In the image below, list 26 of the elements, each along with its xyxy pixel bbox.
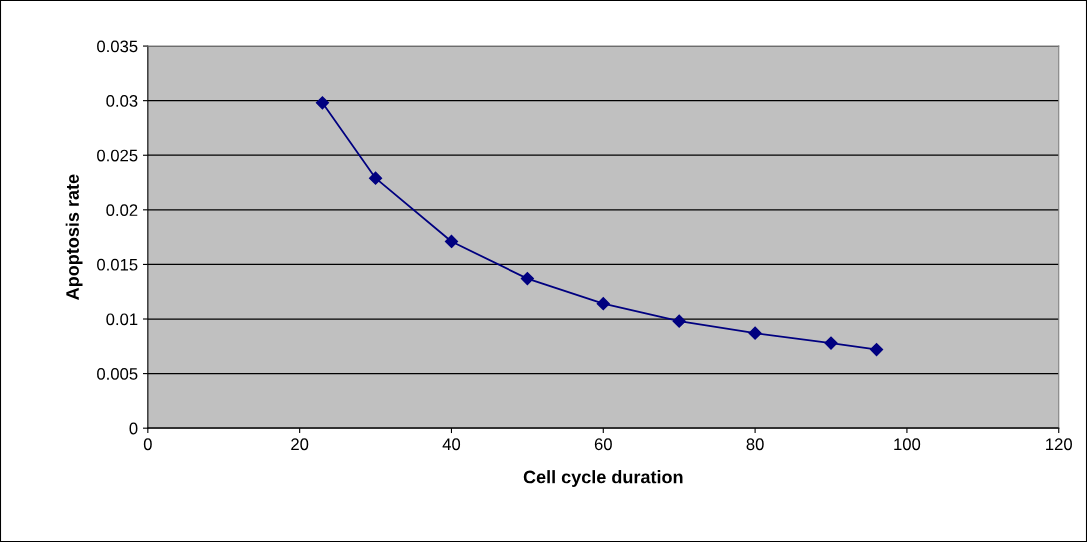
x-tick-label: 120 xyxy=(1046,438,1072,451)
point xyxy=(672,314,686,328)
y-axis-title: Apoptosis rate xyxy=(65,174,83,300)
y-tick-label: 0.02 xyxy=(106,204,138,217)
y-tick-label: 0.03 xyxy=(106,95,138,107)
y-tick-label: 0 xyxy=(129,422,138,435)
point xyxy=(869,342,884,357)
point xyxy=(596,297,610,311)
point xyxy=(315,96,330,110)
y-tick-label: 0.01 xyxy=(106,313,138,326)
point xyxy=(368,171,383,185)
point xyxy=(824,336,838,350)
x-tick-label: 100 xyxy=(894,438,921,451)
y-tick-label: 0.025 xyxy=(97,149,138,162)
x-tick-label: 20 xyxy=(291,438,309,451)
x-tick-label: 80 xyxy=(746,438,764,451)
y-tick-label: 0.005 xyxy=(97,367,138,380)
x-axis-title: Cell cycle duration xyxy=(523,470,683,487)
x-tick-label: 40 xyxy=(442,438,461,451)
y-tick-label: 0.035 xyxy=(97,40,138,53)
point xyxy=(748,326,762,340)
point xyxy=(520,272,534,286)
y-tick-label: 0.015 xyxy=(97,258,138,271)
point xyxy=(444,234,459,249)
x-tick-label: 0 xyxy=(143,438,152,451)
x-tick-label: 60 xyxy=(594,438,612,451)
